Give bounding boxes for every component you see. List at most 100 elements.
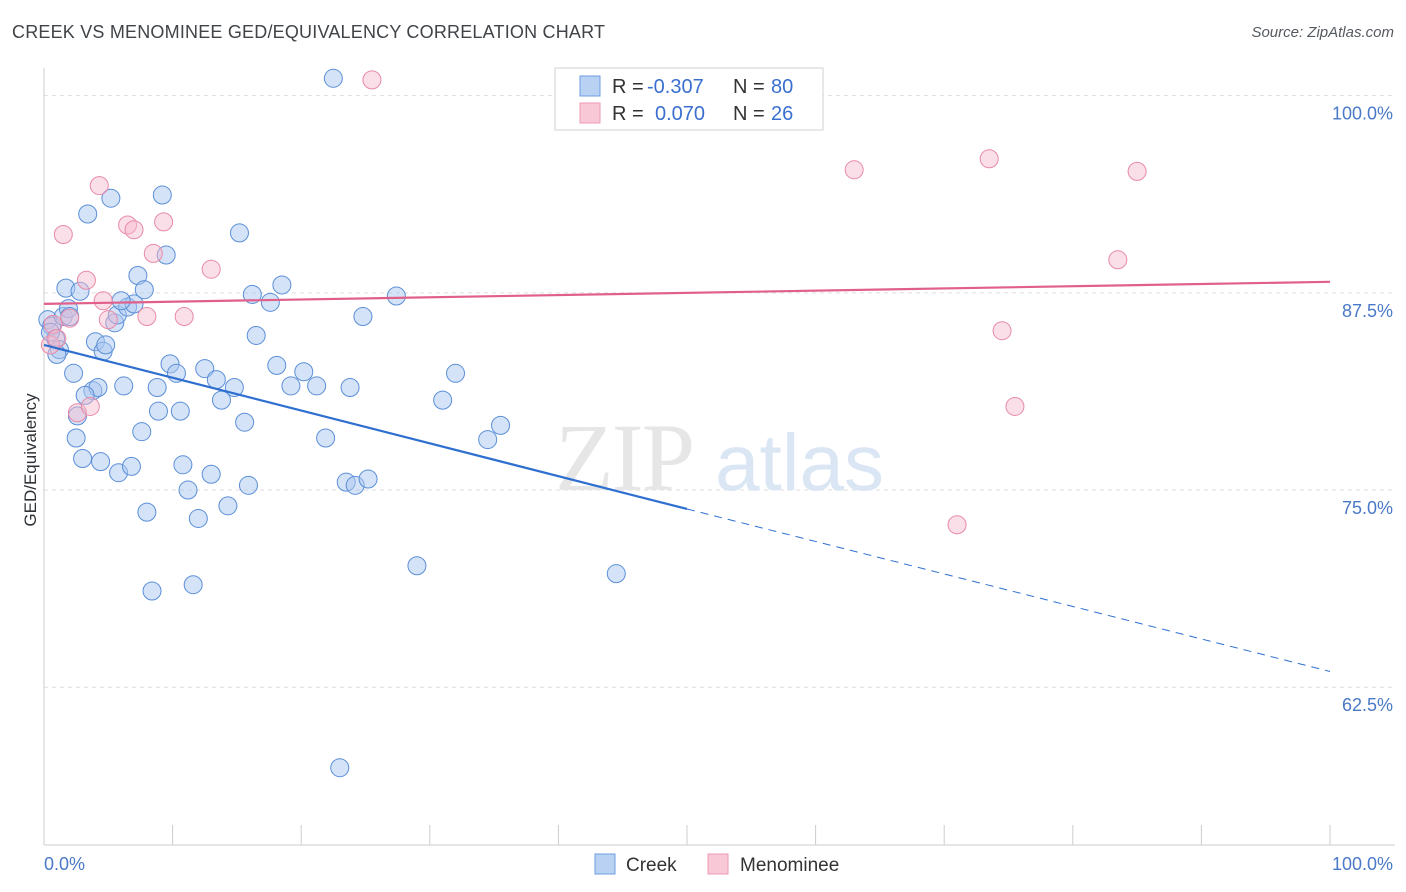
series-legend: Creek Menominee [594,853,839,876]
creek-point-30 [142,581,162,601]
creek-point-48 [235,412,255,432]
y-tick-label-2: 75.0% [1342,498,1393,518]
source-credit: Source: ZipAtlas.com [1251,24,1394,41]
creek-point-50 [242,284,262,304]
y-tick-label-1: 87.5% [1342,301,1393,321]
menominee-point-17 [201,259,221,279]
bottom-legend-label-menominee: Menominee [740,855,839,876]
legend-creek-n-value: 80 [771,76,793,98]
creek-point-18 [101,188,121,208]
creek-point-72 [606,564,626,584]
creek-point-65 [358,469,378,489]
creek-point-42 [201,464,221,484]
creek-point-29 [137,502,157,522]
creek-point-41 [195,359,215,379]
creek-point-59 [323,68,343,88]
creek-point-71 [491,415,511,435]
menominee-point-16 [174,307,194,327]
y-axis-title: GED/Equivalency [21,393,40,527]
creek-point-52 [260,292,280,312]
creek-point-55 [281,376,301,396]
creek-point-12 [78,204,98,224]
bottom-legend-swatch-menominee [707,853,729,875]
bottom-legend-label-creek: Creek [626,855,677,876]
creek-point-75 [111,291,131,311]
creek-point-49 [238,475,258,495]
creek-point-33 [152,185,172,205]
creek-point-54 [272,275,292,295]
x-tick-labels: 0.0% 100.0% [44,854,1393,874]
creek-point-27 [132,422,152,442]
creek-point-31 [147,378,167,398]
legend-menominee-n-label: N = [733,103,765,125]
menominee-trend-line [43,280,1331,305]
creek-point-77 [75,385,95,405]
creek-trend-line [43,343,688,511]
creek-point-58 [316,428,336,448]
creek-point-38 [173,455,193,475]
creek-point-16 [91,452,111,472]
x-tick-label-1: 100.0% [1332,854,1393,874]
watermark-atlas: atlas [715,418,884,507]
creek-point-70 [478,430,498,450]
y-tick-label-0: 100.0% [1332,104,1393,124]
series-creek-points [38,68,626,778]
creek-point-68 [433,390,453,410]
menominee-point-7 [80,396,100,416]
creek-point-62 [340,378,360,398]
trend-lines [43,280,1331,672]
menominee-point-23 [1108,250,1128,270]
menominee-point-3 [53,224,73,244]
creek-point-7 [64,363,84,383]
creek-point-57 [307,376,327,396]
menominee-point-2 [47,329,67,349]
legend-creek-n-label: N = [733,76,765,98]
creek-point-47 [229,223,249,243]
menominee-point-24 [1127,161,1147,181]
creek-point-39 [178,480,198,500]
creek-point-45 [218,496,238,516]
bottom-legend-swatch-creek [594,853,616,875]
creek-point-24 [121,456,141,476]
menominee-point-20 [979,149,999,169]
stats-legend: R = -0.307 N = 80 R = 0.070 N = 26 [554,67,824,131]
menominee-point-21 [992,321,1012,341]
menominee-point-8 [89,176,109,196]
grid-lines [44,95,1395,688]
menominee-point-10 [98,310,118,330]
creek-point-32 [148,401,168,421]
y-tick-labels: 100.0% 87.5% 75.0% 62.5% [1332,104,1393,716]
legend-swatch-menominee [579,102,601,124]
creek-point-66 [386,286,406,306]
creek-point-76 [188,508,208,528]
legend-menominee-n-value: 26 [771,103,793,125]
menominee-point-14 [143,243,163,263]
creek-point-64 [353,307,373,327]
menominee-point-1 [43,314,63,334]
menominee-point-22 [1005,396,1025,416]
y-tick-label-3: 62.5% [1342,695,1393,715]
creek-trend-line-extension [686,508,1331,672]
menominee-point-19 [844,160,864,180]
menominee-point-9 [93,291,113,311]
creek-point-22 [114,376,134,396]
legend-swatch-creek [579,75,601,97]
creek-point-60 [330,758,350,778]
creek-point-28 [134,280,154,300]
creek-point-56 [294,362,314,382]
menominee-point-18 [362,70,382,90]
axes [43,68,1395,846]
legend-creek-r-label: R = [612,76,644,98]
menominee-point-25 [947,515,967,535]
creek-point-40 [183,575,203,595]
creek-point-43 [206,370,226,390]
watermark-zip: ZIP [555,404,693,511]
legend-menominee-r-label: R = [612,103,644,125]
series-menominee-points [40,70,1147,535]
creek-point-8 [66,428,86,448]
creek-point-67 [407,556,427,576]
creek-point-10 [73,449,93,468]
creek-point-51 [246,325,266,345]
menominee-point-13 [137,307,157,327]
